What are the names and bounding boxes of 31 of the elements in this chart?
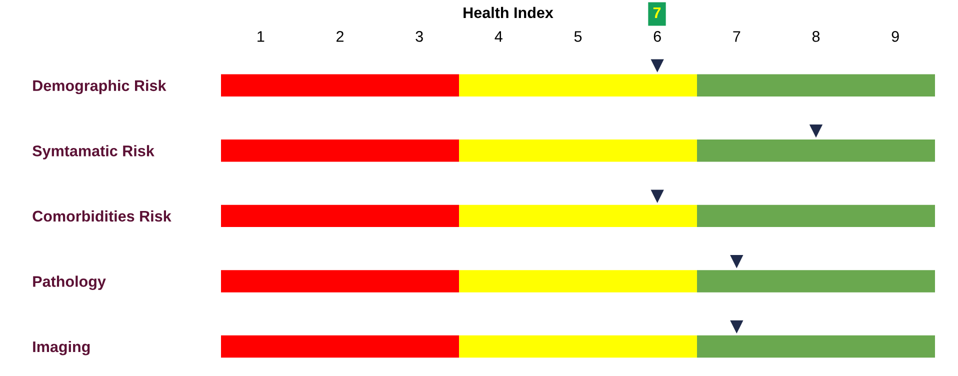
chart-title: Health Index — [464, 6, 554, 18]
y-tick-label: Pathology — [33, 276, 106, 290]
bar — [221, 74, 459, 96]
bar — [459, 204, 697, 228]
y-tick-label: Demographic Risk — [33, 80, 166, 94]
bar — [459, 140, 697, 162]
bar — [697, 270, 935, 292]
y-tick-label: Imaging — [33, 340, 90, 356]
text: 7 — [653, 7, 661, 18]
bar — [459, 74, 697, 96]
x-tick-label: 8 — [812, 31, 820, 42]
x-tick-label: 7 — [733, 31, 740, 42]
x-tick-label: 1 — [258, 31, 264, 42]
y-tick-label: Comorbidities Risk — [32, 210, 172, 222]
bar — [697, 74, 935, 96]
bar — [221, 335, 459, 358]
bar — [459, 335, 697, 358]
bar — [221, 140, 459, 162]
x-tick-label: 5 — [574, 31, 582, 42]
bar — [697, 204, 935, 228]
y-tick-label: Symtamatic Risk — [32, 145, 154, 160]
x-tick-label: 9 — [892, 31, 899, 42]
bar — [221, 204, 459, 228]
bar — [459, 270, 697, 292]
bar — [697, 140, 935, 162]
x-tick-label: 2 — [336, 31, 344, 42]
bar — [221, 270, 459, 292]
x-tick-label: 4 — [494, 31, 502, 42]
bar — [697, 335, 935, 358]
x-tick-label: 3 — [416, 31, 423, 42]
x-tick-label: 6 — [654, 31, 661, 42]
